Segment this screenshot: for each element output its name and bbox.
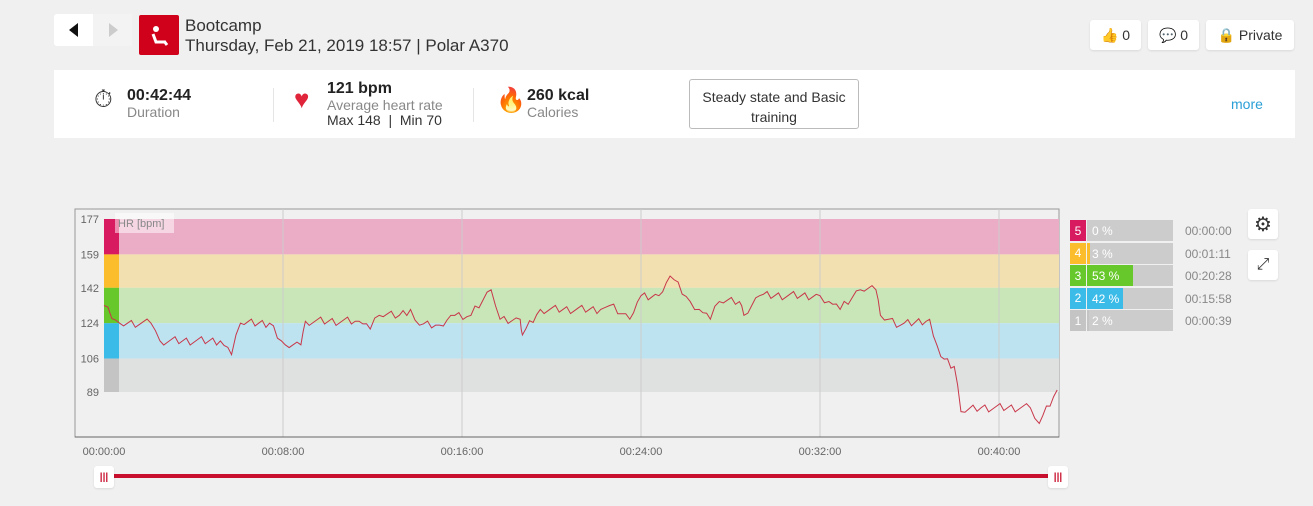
activity-title: Bootcamp [185, 16, 262, 35]
y-tick-label: 89 [87, 387, 99, 399]
zone-bar: 53 % [1087, 265, 1173, 286]
zone-strip [104, 287, 119, 324]
zone-bar: 0 % [1087, 220, 1173, 241]
y-tick-label: 177 [81, 214, 99, 226]
zone-band [104, 323, 1059, 359]
thumbs-up-icon: 👍 [1100, 26, 1119, 43]
more-link[interactable]: more [1231, 96, 1263, 112]
expand-icon: ⤢ [1256, 256, 1270, 273]
zone-bar: 42 % [1087, 287, 1173, 309]
x-tick-label: 00:16:00 [441, 446, 484, 458]
bootcamp-sport-icon [139, 15, 179, 55]
x-tick-label: 00:00:00 [83, 446, 126, 458]
flame-icon: 🔥 [496, 87, 526, 114]
zone-row: 4 3 % [1070, 242, 1173, 264]
zone-time: 00:15:58 [1185, 291, 1232, 306]
range-handle-left[interactable]: ||| [94, 466, 114, 488]
zone-percent: 2 % [1092, 314, 1113, 328]
zone-number: 3 [1070, 265, 1086, 286]
zone-number: 1 [1070, 310, 1086, 331]
hr-range: Max 148 | Min 70 [327, 112, 442, 128]
zone-bar: 2 % [1087, 310, 1173, 331]
comment-icon: 💬 [1158, 26, 1177, 43]
x-tick-label: 00:40:00 [978, 446, 1021, 458]
zone-strip [104, 323, 119, 359]
zone-list: 5 0 % 4 3 % 3 53 % 2 42 % 1 2 % [1070, 220, 1173, 333]
zone-percent: 3 % [1092, 246, 1113, 261]
zone-fill [1087, 287, 1124, 309]
zone-bar: 3 % [1087, 242, 1173, 264]
privacy-label: Private [1238, 27, 1283, 43]
calories-label: Calories [527, 104, 579, 120]
divider [473, 88, 474, 122]
zone-time: 00:20:28 [1185, 269, 1232, 283]
x-tick-label: 00:24:00 [620, 446, 663, 458]
like-button[interactable]: 👍 0 [1090, 20, 1141, 50]
y-tick-label: 142 [81, 283, 99, 295]
zone-band [104, 219, 1059, 255]
activity-nav [54, 14, 132, 46]
gear-icon: ⚙ [1254, 213, 1272, 236]
zone-fill [1087, 242, 1090, 264]
zone-row: 1 2 % [1070, 310, 1173, 331]
range-handle-right[interactable]: ||| [1048, 466, 1068, 488]
stopwatch-icon: ⏱ [94, 86, 113, 113]
fullscreen-button[interactable]: ⤢ [1248, 250, 1278, 280]
lock-icon: 🔒 [1217, 26, 1235, 43]
duration-label: Duration [127, 104, 180, 120]
zone-fill [1087, 310, 1089, 331]
zone-strip [104, 358, 119, 393]
zone-band [104, 254, 1059, 288]
zone-row: 2 42 % [1070, 287, 1173, 309]
privacy-button[interactable]: 🔒 Private [1206, 20, 1294, 50]
next-button[interactable] [93, 14, 132, 46]
duration-value: 00:42:44 [127, 87, 192, 104]
previous-button[interactable] [54, 14, 93, 46]
y-tick-label: 159 [81, 249, 99, 261]
y-tick-label: 106 [81, 354, 99, 366]
activity-subtitle: Thursday, Feb 21, 2019 18:57 | Polar A37… [185, 36, 509, 55]
series-label-bg [115, 213, 174, 233]
heart-icon: ♥ [294, 84, 310, 114]
zone-fill [1087, 265, 1133, 286]
summary-bar: ⏱ 00:42:44 Duration ♥ 121 bpm Average he… [54, 70, 1295, 138]
x-tick-label: 00:08:00 [262, 446, 305, 458]
zone-row: 3 53 % [1070, 265, 1173, 286]
range-slider-track[interactable] [104, 474, 1059, 478]
x-tick-label: 00:32:00 [799, 446, 842, 458]
divider [273, 88, 274, 122]
zone-band [104, 358, 1059, 393]
avg-hr-value: 121 bpm [327, 80, 392, 97]
series-label: HR [bpm] [118, 218, 164, 230]
calories-value: 260 kcal [527, 87, 590, 104]
avg-hr-label: Average heart rate [327, 97, 443, 113]
comment-button[interactable]: 💬 0 [1148, 20, 1199, 50]
zone-number: 4 [1070, 242, 1086, 264]
settings-button[interactable]: ⚙ [1248, 209, 1278, 239]
hr-line [103, 275, 1058, 425]
zone-time: 00:00:39 [1185, 314, 1232, 328]
zone-row: 5 0 % [1070, 220, 1173, 241]
zone-number: 5 [1070, 220, 1086, 241]
zone-strip [104, 254, 119, 288]
zone-percent: 0 % [1092, 224, 1113, 238]
zone-time: 00:01:11 [1185, 246, 1231, 261]
zone-percent: 53 % [1092, 269, 1120, 283]
zone-number: 2 [1070, 287, 1086, 309]
comment-count: 0 [1180, 27, 1189, 43]
zone-percent: 42 % [1092, 291, 1120, 306]
like-count: 0 [1122, 27, 1131, 43]
training-benefit-button[interactable]: Steady state and Basic training [689, 79, 859, 129]
y-tick-label: 124 [81, 318, 99, 330]
zone-time: 00:00:00 [1185, 224, 1232, 238]
